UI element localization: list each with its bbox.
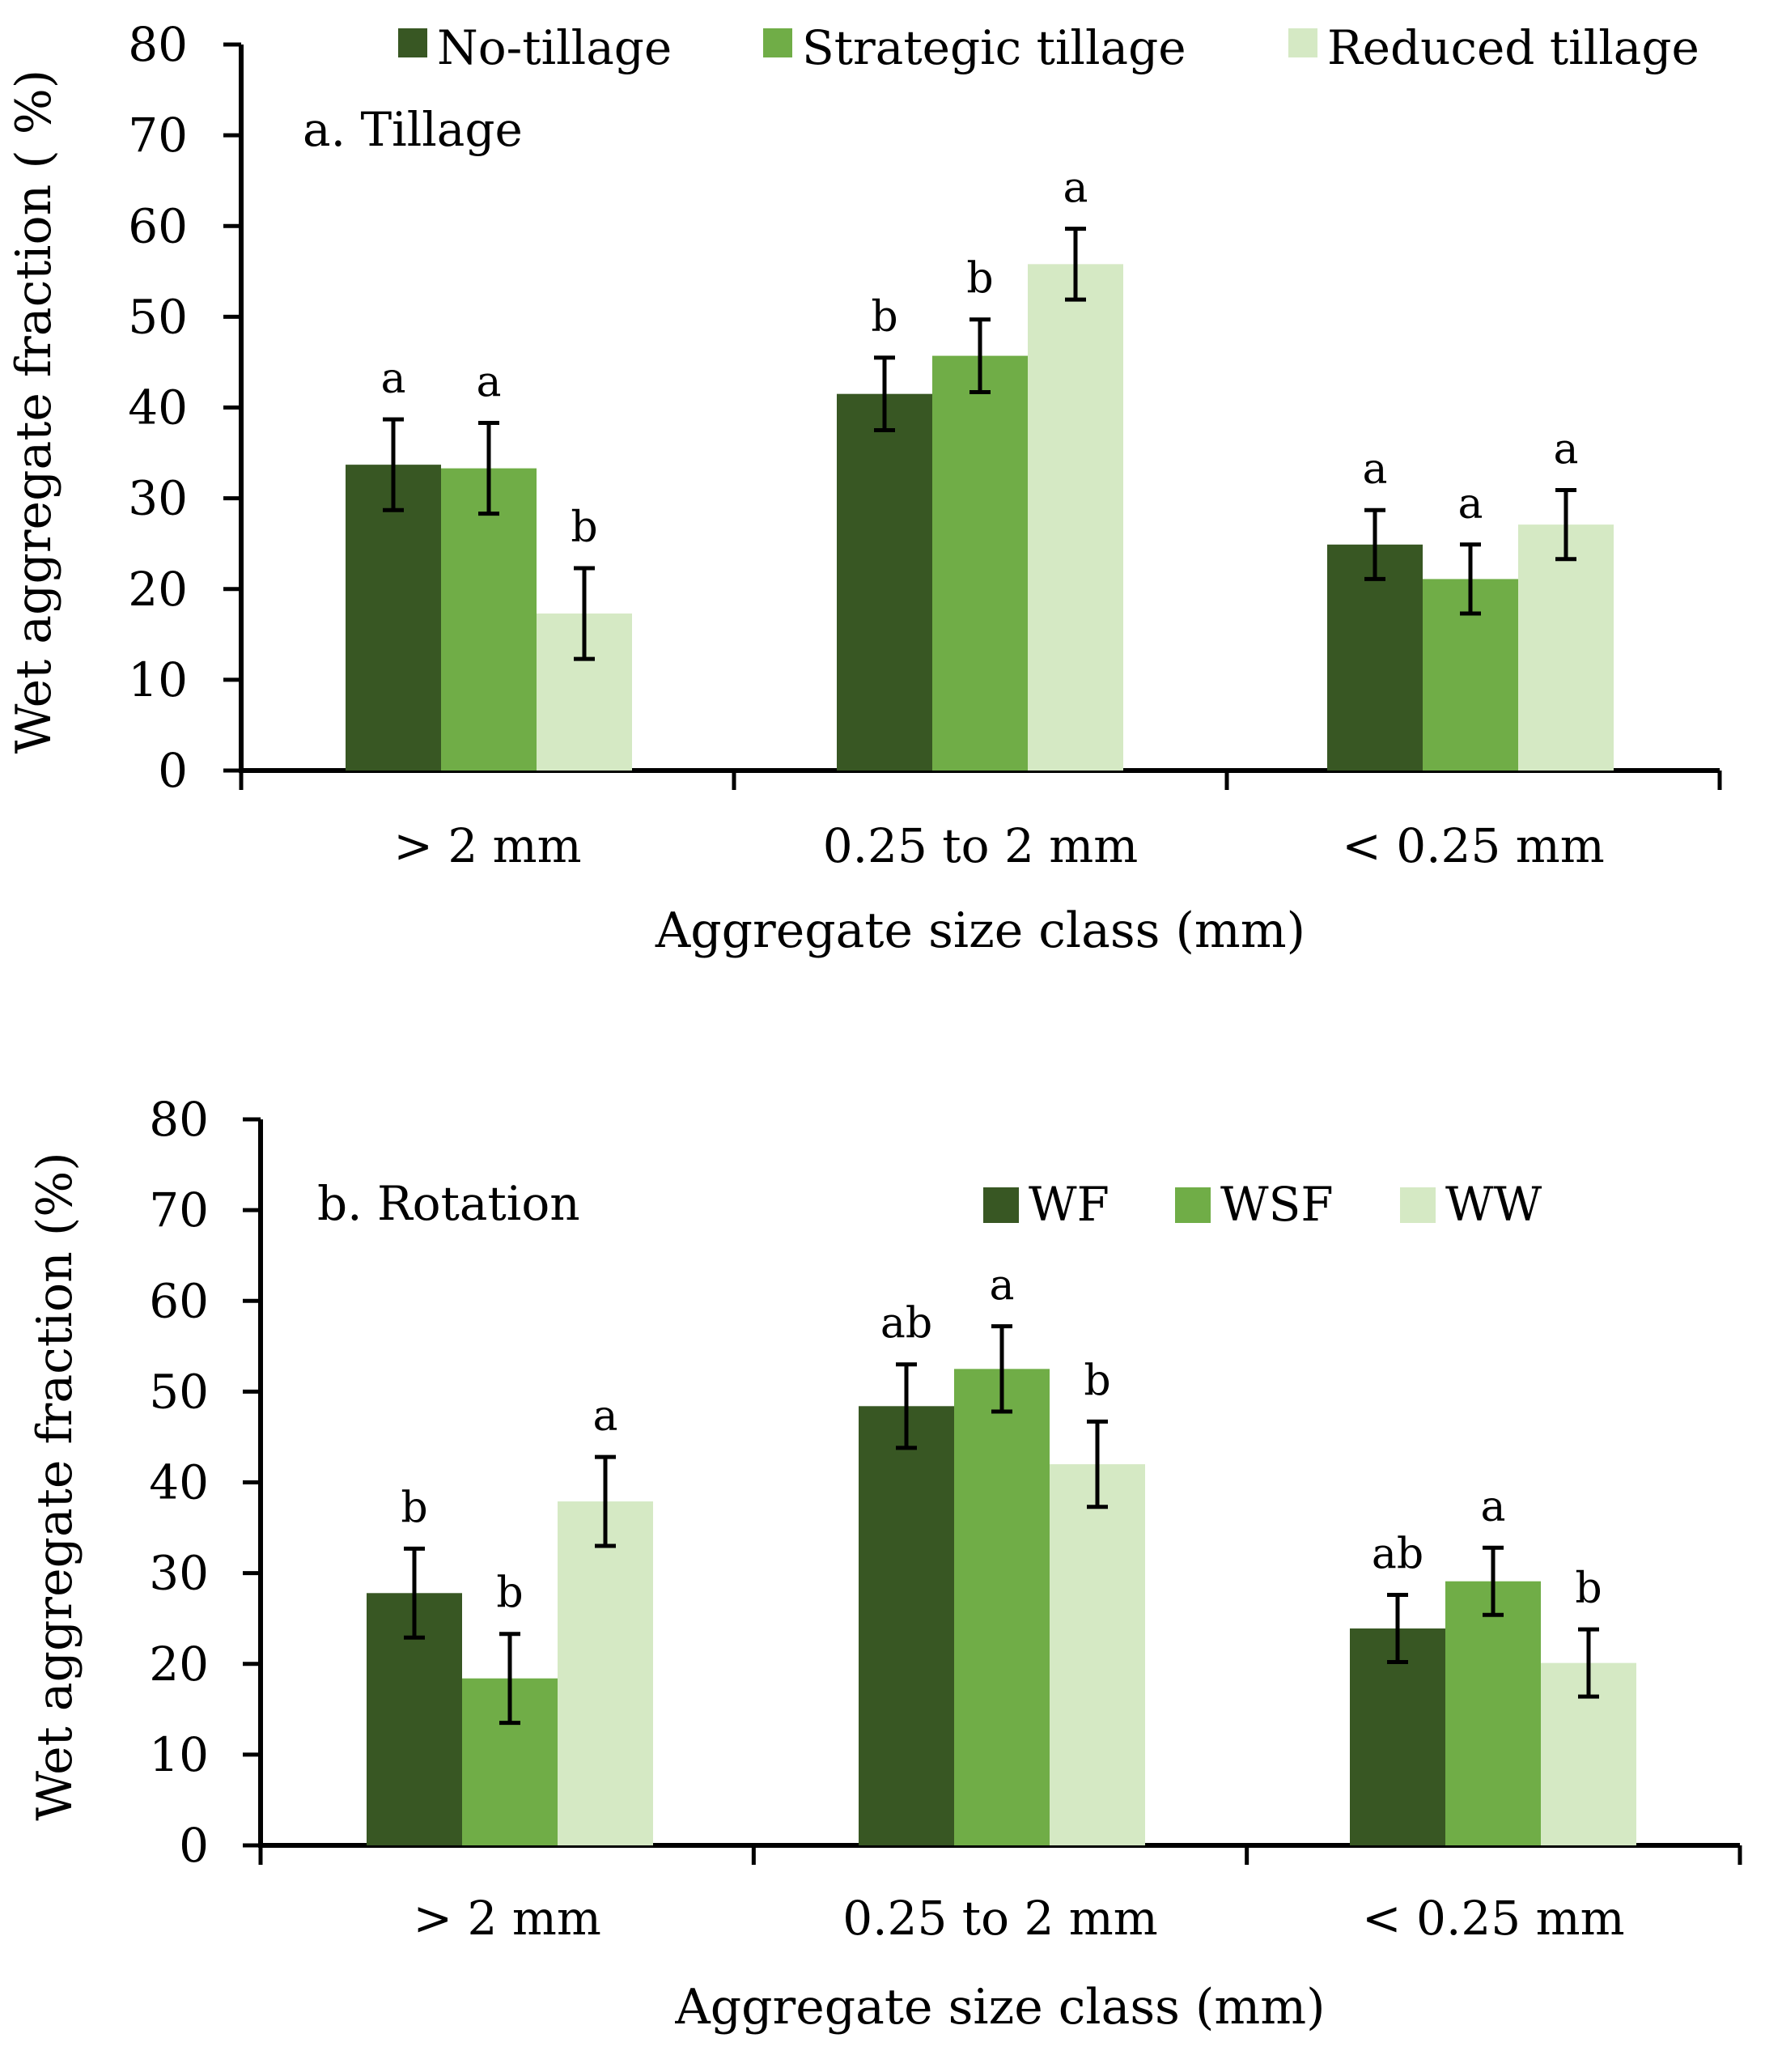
y-tick-label: 80 [128,17,188,72]
chart-panel-rotation: 0 10 20 30 40 50 60 70 80 > 2 mm 0.25 to 2 mm < 0.2… [27,1092,1742,2036]
y-axis-title: Wet aggregate fraction (%) [27,1152,83,1820]
significance-letter: b [1575,1565,1602,1613]
legend-swatch-ww [1400,1187,1436,1223]
significance-letter: a [1362,445,1387,494]
significance-letter: a [592,1392,617,1441]
significance-letter: a [476,359,501,407]
legend-label-reduced-tillage: Reduced tillage [1327,20,1699,75]
significance-letter: b [571,503,597,552]
bar-reduced-tillage [1028,264,1123,771]
y-tick-label: 50 [128,289,188,344]
significance-letter: ab [1372,1531,1423,1579]
x-tick-label: < 0.25 mm [1342,818,1605,873]
legend-swatch-wsf [1175,1187,1211,1223]
bar-strategic-tillage [441,468,537,771]
y-tick-label: 60 [128,198,188,253]
significance-letter: b [871,293,897,342]
bar-ww [558,1501,653,1845]
x-tick-label: < 0.25 mm [1362,1891,1625,1946]
y-tick-label: 0 [158,743,188,798]
panel-label: a. Tillage [303,102,523,157]
y-tick-label: 70 [149,1182,209,1238]
bar-no-tillage [346,465,441,771]
y-tick-label: 30 [149,1546,209,1601]
y-tick-label: 40 [149,1455,209,1510]
legend-swatch-no-tillage [398,28,427,57]
bar-wf [859,1406,954,1845]
significance-letter: b [401,1484,427,1532]
significance-letter: a [989,1262,1014,1310]
significance-letter: ab [880,1300,932,1348]
bar-wsf [954,1369,1050,1845]
y-tick-label: 10 [128,652,188,707]
bar-wf [1350,1628,1445,1845]
y-tick-label: 30 [128,471,188,526]
bar-strategic-tillage [932,355,1028,771]
y-tick-label: 80 [149,1092,209,1147]
legend: WF WSF WW [983,1177,1542,1232]
bar-reduced-tillage [1518,524,1614,771]
chart-panel-tillage: 0 10 20 30 40 50 60 70 80 > 2 mm 0.25 to 2 mm < 0.2… [6,17,1722,959]
significance-letter: a [1480,1483,1505,1531]
y-tick-label: 40 [128,380,188,435]
bar-no-tillage [1327,544,1423,771]
y-tick-label: 50 [149,1364,209,1419]
legend-label-strategic-tillage: Strategic tillage [802,20,1186,75]
legend-label-ww: WW [1445,1177,1542,1232]
y-axis-title: Wet aggregate fraction ( %) [6,70,62,754]
legend-swatch-reduced-tillage [1288,28,1317,57]
panel-label: b. Rotation [317,1176,580,1231]
significance-letter: a [1553,426,1578,474]
significance-letter: b [1084,1357,1110,1405]
y-tick-label: 10 [149,1727,209,1782]
bar-wsf [1445,1581,1541,1845]
y-tick-label: 60 [149,1273,209,1328]
legend-swatch-strategic-tillage [763,28,792,57]
x-tick-label: 0.25 to 2 mm [823,818,1139,873]
bar-ww [1050,1464,1145,1845]
significance-letter: a [1457,480,1483,529]
x-axis-title: Aggregate size class (mm) [674,1979,1325,2036]
legend-label-wf: WF [1029,1177,1109,1232]
y-tick-label: 0 [179,1818,209,1873]
y-tick-label: 70 [128,108,188,163]
legend-label-wsf: WSF [1220,1177,1334,1232]
significance-letter: b [496,1569,523,1618]
bar-no-tillage [837,393,932,771]
x-tick-label: > 2 mm [393,818,581,873]
significance-letter: a [380,355,405,403]
y-tick-label: 20 [149,1637,209,1692]
y-tick-label: 20 [128,562,188,617]
x-tick-label: 0.25 to 2 mm [842,1891,1158,1946]
significance-letter: b [966,255,993,304]
significance-letter: a [1063,164,1088,213]
legend: No-tillage Strategic tillage Reduced tilla… [398,20,1699,75]
x-axis-title: Aggregate size class (mm) [655,902,1305,959]
legend-label-no-tillage: No-tillage [437,20,672,75]
legend-swatch-wf [983,1187,1019,1223]
x-tick-label: > 2 mm [413,1891,600,1946]
